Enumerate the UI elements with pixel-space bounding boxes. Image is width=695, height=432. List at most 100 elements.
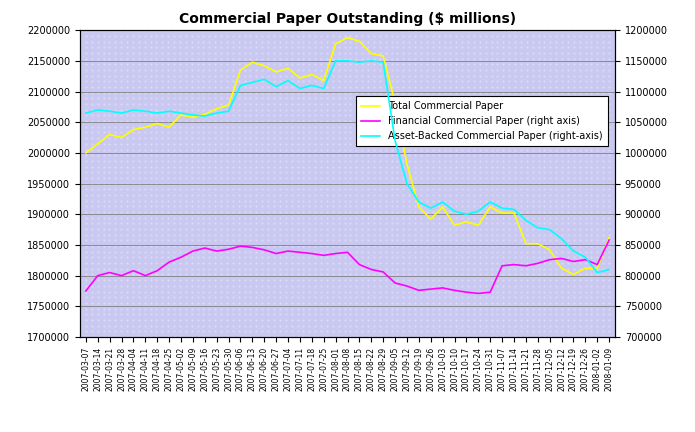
Total Commercial Paper	[367, 51, 375, 56]
Total Commercial Paper	[355, 39, 363, 44]
Total Commercial Paper	[213, 106, 221, 111]
Financial Commercial Paper (right axis)	[189, 248, 197, 254]
Total Commercial Paper	[415, 204, 423, 210]
Asset-Backed Commercial Paper (right-axis)	[522, 218, 530, 223]
Financial Commercial Paper (right axis)	[593, 262, 601, 267]
Asset-Backed Commercial Paper (right-axis)	[343, 58, 352, 64]
Financial Commercial Paper (right axis)	[546, 257, 554, 262]
Financial Commercial Paper (right axis)	[557, 256, 566, 261]
Financial Commercial Paper (right axis)	[355, 262, 363, 267]
Financial Commercial Paper (right axis)	[260, 247, 268, 252]
Financial Commercial Paper (right axis)	[510, 262, 518, 267]
Asset-Backed Commercial Paper (right-axis)	[129, 108, 138, 113]
Asset-Backed Commercial Paper (right-axis)	[415, 200, 423, 205]
Asset-Backed Commercial Paper (right-axis)	[427, 206, 435, 211]
Total Commercial Paper	[569, 272, 578, 277]
Asset-Backed Commercial Paper (right-axis)	[153, 111, 161, 116]
Asset-Backed Commercial Paper (right-axis)	[248, 80, 256, 85]
Total Commercial Paper	[165, 124, 173, 130]
Financial Commercial Paper (right axis)	[224, 247, 233, 252]
Financial Commercial Paper (right axis)	[296, 250, 304, 255]
Asset-Backed Commercial Paper (right-axis)	[82, 111, 90, 116]
Asset-Backed Commercial Paper (right-axis)	[593, 270, 601, 275]
Total Commercial Paper	[474, 223, 482, 228]
Total Commercial Paper	[379, 54, 387, 59]
Asset-Backed Commercial Paper (right-axis)	[284, 78, 292, 83]
Financial Commercial Paper (right axis)	[581, 257, 589, 262]
Total Commercial Paper	[129, 127, 138, 132]
Total Commercial Paper	[486, 204, 494, 210]
Financial Commercial Paper (right axis)	[522, 263, 530, 268]
Financial Commercial Paper (right axis)	[308, 251, 316, 256]
Asset-Backed Commercial Paper (right-axis)	[367, 58, 375, 64]
Total Commercial Paper	[450, 223, 459, 228]
Total Commercial Paper	[201, 112, 209, 117]
Financial Commercial Paper (right axis)	[379, 269, 387, 274]
Line: Total Commercial Paper: Total Commercial Paper	[86, 38, 609, 274]
Asset-Backed Commercial Paper (right-axis)	[581, 254, 589, 260]
Financial Commercial Paper (right axis)	[201, 245, 209, 251]
Total Commercial Paper	[272, 70, 280, 75]
Financial Commercial Paper (right axis)	[391, 280, 399, 286]
Financial Commercial Paper (right axis)	[284, 248, 292, 254]
Asset-Backed Commercial Paper (right-axis)	[439, 200, 447, 205]
Financial Commercial Paper (right axis)	[320, 253, 328, 258]
Asset-Backed Commercial Paper (right-axis)	[189, 112, 197, 118]
Total Commercial Paper	[462, 219, 471, 224]
Asset-Backed Commercial Paper (right-axis)	[474, 209, 482, 214]
Total Commercial Paper	[189, 115, 197, 120]
Financial Commercial Paper (right axis)	[415, 288, 423, 293]
Asset-Backed Commercial Paper (right-axis)	[165, 108, 173, 114]
Financial Commercial Paper (right axis)	[332, 251, 340, 256]
Total Commercial Paper	[498, 210, 506, 216]
Asset-Backed Commercial Paper (right-axis)	[141, 108, 149, 114]
Asset-Backed Commercial Paper (right-axis)	[391, 138, 399, 143]
Financial Commercial Paper (right axis)	[486, 289, 494, 295]
Financial Commercial Paper (right axis)	[248, 245, 256, 250]
Total Commercial Paper	[439, 204, 447, 210]
Asset-Backed Commercial Paper (right-axis)	[510, 207, 518, 212]
Financial Commercial Paper (right axis)	[569, 259, 578, 264]
Title: Commercial Paper Outstanding ($ millions): Commercial Paper Outstanding ($ millions…	[179, 12, 516, 26]
Asset-Backed Commercial Paper (right-axis)	[117, 111, 126, 116]
Total Commercial Paper	[284, 66, 292, 71]
Asset-Backed Commercial Paper (right-axis)	[201, 114, 209, 119]
Total Commercial Paper	[391, 100, 399, 105]
Financial Commercial Paper (right axis)	[94, 273, 102, 278]
Total Commercial Paper	[510, 210, 518, 216]
Financial Commercial Paper (right axis)	[534, 261, 542, 266]
Total Commercial Paper	[82, 150, 90, 156]
Total Commercial Paper	[177, 112, 185, 118]
Asset-Backed Commercial Paper (right-axis)	[260, 77, 268, 82]
Asset-Backed Commercial Paper (right-axis)	[308, 83, 316, 88]
Financial Commercial Paper (right axis)	[439, 285, 447, 290]
Financial Commercial Paper (right axis)	[153, 268, 161, 273]
Financial Commercial Paper (right axis)	[141, 273, 149, 278]
Total Commercial Paper	[522, 241, 530, 246]
Total Commercial Paper	[332, 41, 340, 46]
Total Commercial Paper	[106, 132, 114, 137]
Financial Commercial Paper (right axis)	[343, 250, 352, 255]
Asset-Backed Commercial Paper (right-axis)	[213, 111, 221, 116]
Asset-Backed Commercial Paper (right-axis)	[94, 108, 102, 113]
Financial Commercial Paper (right axis)	[213, 248, 221, 254]
Asset-Backed Commercial Paper (right-axis)	[486, 200, 494, 205]
Financial Commercial Paper (right axis)	[82, 289, 90, 294]
Financial Commercial Paper (right axis)	[106, 270, 114, 275]
Asset-Backed Commercial Paper (right-axis)	[332, 58, 340, 64]
Financial Commercial Paper (right axis)	[427, 286, 435, 292]
Line: Financial Commercial Paper (right axis): Financial Commercial Paper (right axis)	[86, 240, 609, 293]
Financial Commercial Paper (right axis)	[117, 273, 126, 278]
Asset-Backed Commercial Paper (right-axis)	[272, 84, 280, 89]
Total Commercial Paper	[403, 162, 411, 167]
Line: Asset-Backed Commercial Paper (right-axis): Asset-Backed Commercial Paper (right-axi…	[86, 61, 609, 273]
Asset-Backed Commercial Paper (right-axis)	[106, 108, 114, 114]
Total Commercial Paper	[343, 35, 352, 40]
Total Commercial Paper	[308, 72, 316, 77]
Asset-Backed Commercial Paper (right-axis)	[605, 267, 613, 272]
Total Commercial Paper	[605, 235, 613, 240]
Asset-Backed Commercial Paper (right-axis)	[498, 206, 506, 211]
Total Commercial Paper	[534, 241, 542, 246]
Total Commercial Paper	[296, 76, 304, 81]
Financial Commercial Paper (right axis)	[272, 251, 280, 256]
